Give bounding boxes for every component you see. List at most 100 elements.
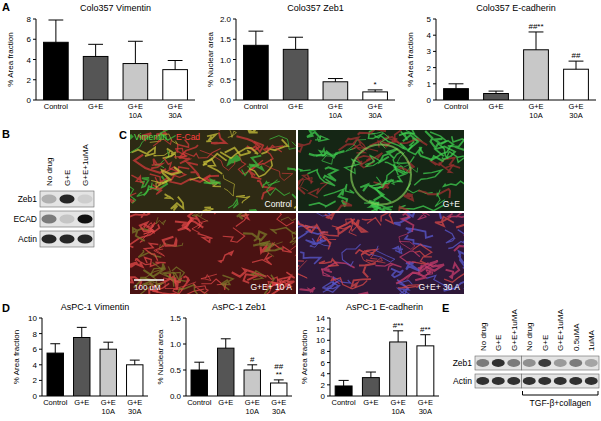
- marks: [335, 331, 434, 396]
- y-tick-label: 2: [427, 64, 432, 73]
- image-texture: [445, 230, 455, 243]
- y-tick-label: 4: [427, 31, 432, 40]
- blot-band: [77, 195, 92, 204]
- image-texture: [448, 213, 464, 217]
- error-bar-stem: [295, 37, 296, 49]
- image-texture: [440, 213, 454, 219]
- y-tick-label: 0.5: [170, 366, 182, 375]
- image-texture: [401, 130, 414, 140]
- error-bar-cap: [50, 343, 60, 344]
- x-tick-label: G+E: [88, 102, 103, 111]
- blot-band: [41, 235, 56, 244]
- blot-band: [554, 359, 567, 367]
- image-texture: [301, 288, 315, 292]
- y-tick: [233, 39, 236, 40]
- annotation: #: [250, 355, 255, 364]
- western-blot: No drugG+EG+E+1uMAZeb1ECADActin: [13, 144, 94, 247]
- error-bar-stem: [108, 342, 109, 349]
- error-bar-cap: [529, 31, 544, 32]
- image-background: [298, 130, 464, 211]
- lane-label: G+E: [494, 335, 503, 351]
- error-bar-cap: [328, 78, 343, 79]
- image-background: [130, 213, 296, 294]
- chart-title: Colo357 E-cadherin: [476, 3, 556, 13]
- error-bar-stem: [398, 331, 399, 342]
- image-texture: [365, 155, 380, 167]
- error-bar-stem: [175, 61, 176, 70]
- image-texture: [178, 140, 189, 159]
- image-texture: [200, 150, 235, 170]
- bar: [335, 386, 352, 396]
- y-tick-label: 14: [316, 314, 325, 323]
- error-bar-stem: [425, 335, 426, 346]
- image-texture: [185, 216, 200, 230]
- y-axis-label: % Area fraction: [6, 32, 15, 86]
- lane-label: No drug: [479, 323, 488, 351]
- image-texture: [342, 244, 361, 266]
- chart: Colo357 Zeb1% Nuclear area0.00.51.01.52.…: [206, 3, 395, 120]
- x-tick-label: G+E10A: [101, 398, 116, 416]
- blot-strip: [40, 191, 94, 207]
- chart: AsPC-1 E-cadherin% Area fraction02468101…: [300, 302, 439, 416]
- error-bar-cap: [247, 364, 257, 365]
- error-bar-cap: [221, 338, 231, 339]
- y-tick: [433, 51, 436, 52]
- image-texture: [298, 140, 311, 152]
- blot-band: [523, 359, 536, 367]
- image-texture: [319, 259, 338, 266]
- image-texture: [305, 225, 315, 229]
- x-tick-label-line: Control: [332, 398, 357, 407]
- image-texture: [151, 159, 162, 169]
- blot-strip: [522, 374, 600, 388]
- row-label: Zeb1: [453, 358, 473, 368]
- image-texture: [406, 228, 433, 238]
- x-tick-label: G+E: [218, 398, 233, 407]
- x-tick-label-line: 10A: [129, 111, 142, 120]
- image-texture: [298, 178, 312, 192]
- y-tick-label: 8: [27, 15, 32, 24]
- lane-label: G+E: [63, 170, 72, 186]
- error-bar-cap: [194, 362, 204, 363]
- chart-title: AsPC-1 Zeb1: [212, 302, 266, 312]
- x-tick-label: G+E: [288, 102, 303, 111]
- x-tick-label: G+E10A: [391, 398, 406, 416]
- blot-band: [538, 359, 551, 367]
- image-texture: [164, 273, 186, 287]
- bar: [47, 353, 63, 396]
- x-tick-label-line: G+E: [218, 398, 233, 407]
- y-tick-label: 0.0: [170, 392, 182, 401]
- blot-band: [492, 359, 505, 367]
- micrograph-panel: [298, 130, 464, 211]
- error-bar-cap: [248, 31, 263, 32]
- y-tick-label: 0: [321, 392, 326, 401]
- error-bar-stem: [370, 372, 371, 378]
- blot-strip: [475, 374, 522, 388]
- y-tick: [327, 340, 330, 341]
- row-label: Actin: [453, 376, 472, 386]
- error-bar-cap: [77, 327, 87, 328]
- error-bar: [130, 360, 140, 365]
- panel-caption: G+E: [443, 199, 461, 209]
- image-texture: [298, 262, 300, 269]
- image-texture: [298, 260, 307, 278]
- chart-title: Colo357 Vimentin: [80, 3, 151, 13]
- image-texture: [308, 170, 336, 186]
- bar: [44, 42, 69, 100]
- image-texture: [225, 130, 236, 138]
- image-texture: [300, 252, 320, 264]
- image-texture: [399, 234, 415, 250]
- image-texture: [132, 147, 156, 156]
- error-bar-stem: [95, 44, 96, 56]
- y-axis-label: % Nuclear area: [156, 329, 165, 385]
- error-bar: [88, 44, 103, 56]
- bar: [218, 348, 234, 396]
- blot-band: [538, 377, 551, 385]
- chart: Colo357 Vimentin% Area fraction02468Cont…: [6, 3, 195, 120]
- y-tick-label: 10: [28, 314, 37, 323]
- error-bar: [288, 37, 303, 49]
- error-bar: [48, 20, 63, 42]
- blot-band: [59, 195, 74, 204]
- y-tick: [233, 100, 236, 101]
- annotation-line: **: [276, 370, 282, 379]
- error-bar: [50, 344, 60, 353]
